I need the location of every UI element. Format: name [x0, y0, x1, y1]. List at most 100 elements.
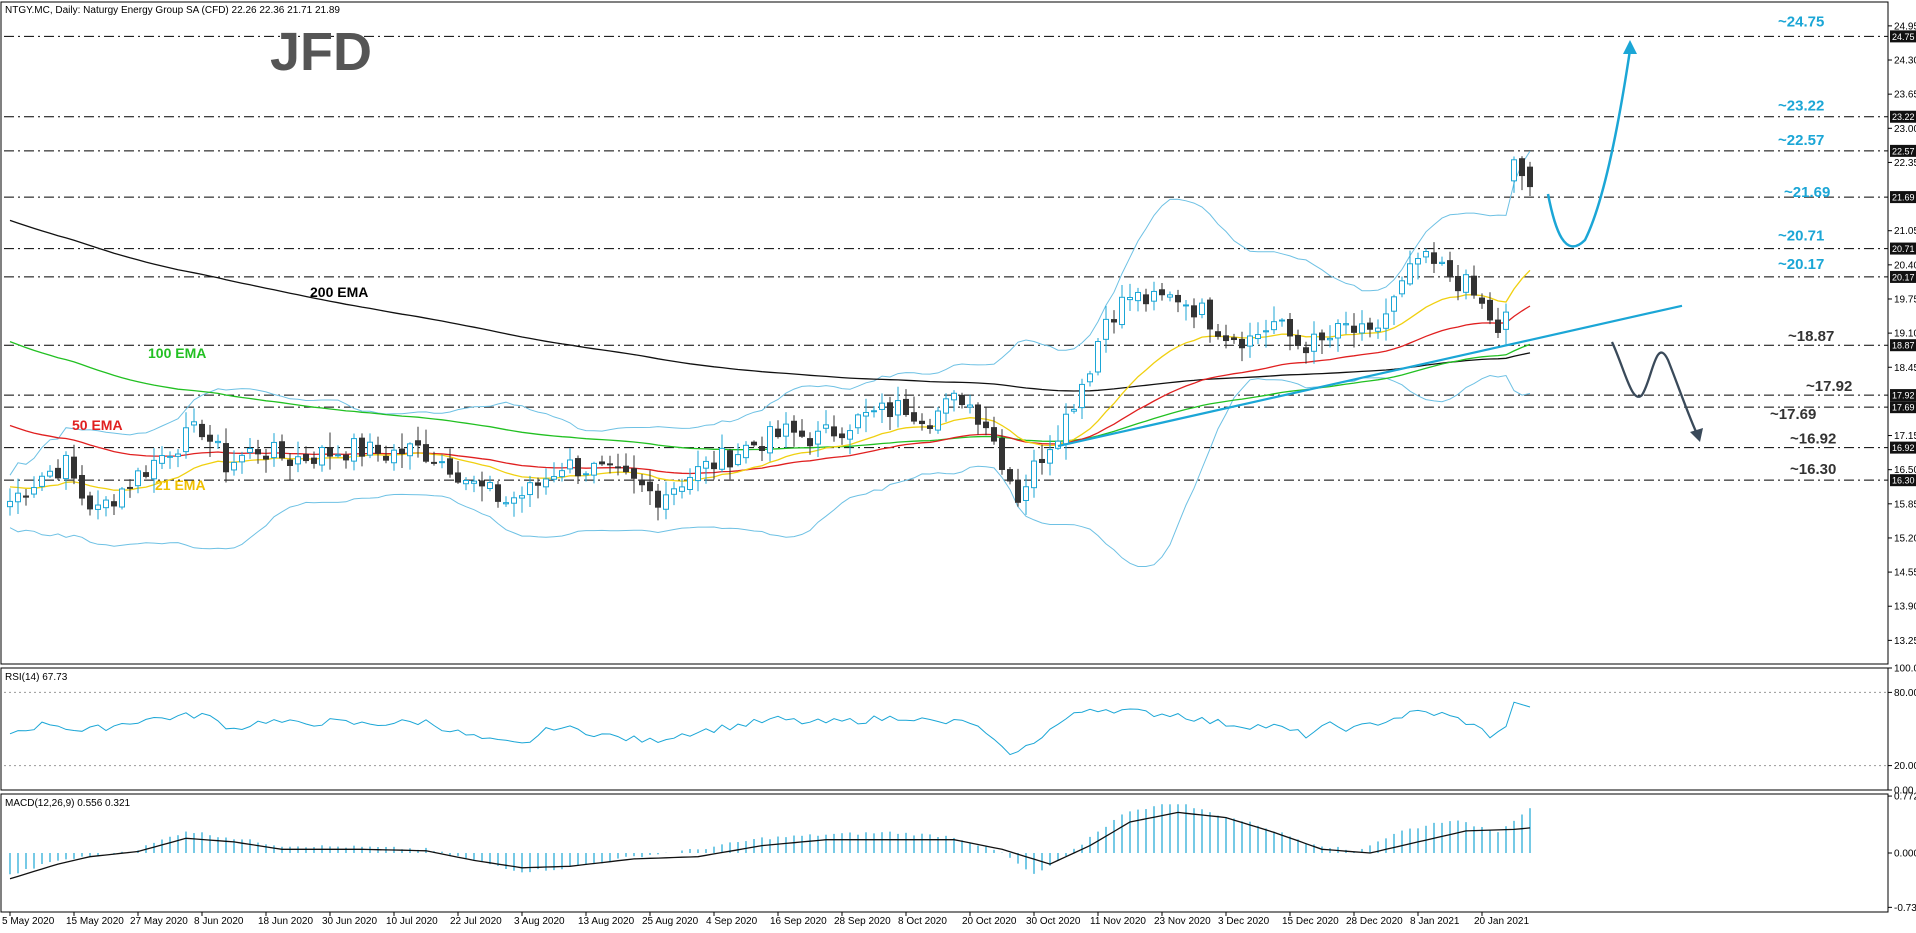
candle-body	[655, 490, 661, 508]
macd-tick-label: 0.000	[1894, 849, 1916, 860]
candle-body	[127, 486, 133, 489]
candle	[1399, 276, 1405, 298]
candle-body	[1471, 275, 1477, 296]
candle	[1311, 321, 1317, 364]
candle	[1271, 306, 1277, 334]
candle	[1391, 294, 1397, 326]
candle-body	[359, 437, 365, 457]
candle	[439, 454, 445, 469]
candle-body	[175, 453, 181, 457]
candle-body	[815, 430, 821, 445]
macd-tick-label: 0.772	[1894, 792, 1916, 803]
candle-body	[743, 444, 749, 459]
candle-body	[599, 461, 605, 465]
candle-body	[399, 448, 405, 455]
candle-body	[1455, 275, 1461, 292]
candle-body	[1439, 261, 1445, 264]
candle-body	[1463, 274, 1469, 293]
candle-body	[1447, 260, 1453, 278]
candle	[767, 421, 773, 462]
time-tick-label: 20 Oct 2020	[962, 916, 1017, 927]
rsi-tick-label: 0.00	[1894, 786, 1914, 797]
candle-body	[583, 473, 589, 476]
candle-body	[879, 402, 885, 410]
candle-body	[775, 428, 781, 438]
candle	[423, 429, 429, 464]
candle	[303, 446, 309, 464]
candle-body	[55, 467, 61, 479]
candle-body	[431, 461, 437, 464]
candle	[687, 468, 693, 495]
price-tag-label: 20.71	[1892, 244, 1915, 254]
candle	[983, 406, 989, 436]
candle-body	[1071, 408, 1077, 412]
candle	[751, 440, 757, 447]
candle	[727, 448, 733, 480]
price-tick-label: 19.10	[1894, 329, 1916, 340]
candle	[263, 448, 269, 473]
candle-body	[823, 424, 829, 429]
candle	[407, 442, 413, 470]
candle	[807, 432, 813, 455]
arrow-head-up	[1623, 40, 1637, 54]
candle	[519, 486, 525, 513]
candle	[1447, 251, 1453, 282]
candle-body	[1319, 332, 1325, 341]
price-tag-label: 20.17	[1892, 272, 1915, 282]
candle-body	[463, 480, 469, 485]
candle-body	[935, 410, 941, 431]
candle-body	[1223, 335, 1229, 342]
candle-body	[271, 441, 277, 459]
time-tick-label: 27 May 2020	[130, 916, 188, 927]
rsi-line	[9, 701, 1531, 756]
candle	[1279, 318, 1285, 327]
time-tick-label: 28 Sep 2020	[834, 916, 891, 927]
candle-body	[1159, 289, 1165, 296]
level-label: ~20.71	[1778, 228, 1824, 245]
candle	[1295, 329, 1301, 350]
candle-body	[1031, 460, 1037, 489]
candle-body	[855, 414, 861, 429]
candle	[1367, 317, 1373, 338]
time-tick-label: 15 Dec 2020	[1282, 916, 1339, 927]
pane-frame	[0, 667, 1889, 791]
candle	[271, 433, 277, 467]
candle	[991, 416, 997, 445]
candle	[1023, 474, 1029, 515]
level-label: ~18.87	[1788, 328, 1834, 345]
time-tick-label: 28 Dec 2020	[1346, 916, 1403, 927]
candle-body	[1335, 323, 1341, 339]
price-tag-box	[1890, 30, 1916, 43]
candle-body	[111, 501, 117, 507]
candle-body	[351, 438, 357, 462]
time-tick-label: 23 Nov 2020	[1154, 916, 1211, 927]
candle-body	[1039, 458, 1045, 464]
candle	[575, 455, 581, 484]
price-tag-label: 16.92	[1892, 443, 1915, 453]
candle	[1039, 444, 1045, 475]
candle-body	[1215, 331, 1221, 337]
candle	[1183, 300, 1189, 321]
candle-body	[735, 454, 741, 466]
candle-body	[47, 470, 53, 477]
candle-body	[1255, 334, 1261, 340]
price-tick-label: 13.25	[1894, 636, 1916, 647]
candle	[679, 478, 685, 499]
candle	[1079, 378, 1085, 419]
bollinger-upper	[9, 150, 1531, 476]
candle	[847, 424, 853, 455]
macd-title: MACD(12,26,9) 0.556 0.321	[5, 798, 131, 809]
candle	[1407, 250, 1413, 286]
candle	[1111, 310, 1117, 334]
candle	[223, 428, 229, 483]
level-label: ~17.69	[1770, 406, 1816, 423]
candle	[1303, 341, 1309, 364]
candle-body	[423, 444, 429, 462]
candle	[935, 407, 941, 434]
price-tag-box	[1890, 339, 1916, 352]
candle-body	[1271, 321, 1277, 331]
candle	[1287, 312, 1293, 351]
candle	[1135, 287, 1141, 312]
price-tick-label: 22.35	[1894, 158, 1916, 169]
level-label: ~20.17	[1778, 256, 1824, 273]
